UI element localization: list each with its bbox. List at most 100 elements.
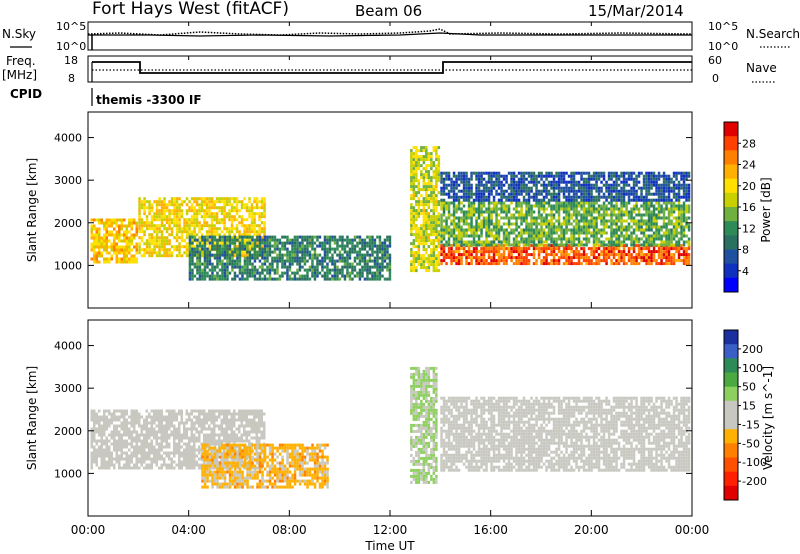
heatmap-cell [590,250,593,254]
heatmap-cell [128,218,131,222]
heatmap-cell [445,216,448,220]
heatmap-cell [230,206,234,210]
heatmap-cell [442,219,446,223]
heatmap-cell [248,235,252,239]
heatmap-cell [617,216,621,220]
heatmap-cell [497,177,501,181]
heatmap-cell [180,215,184,219]
heatmap-cell [542,216,546,220]
heatmap-cell [502,247,506,251]
heatmap-cell [206,265,209,269]
heatmap-cell [191,253,194,257]
heatmap-cell [550,237,553,241]
heatmap-cell [153,230,156,234]
heatmap-cell [351,247,354,251]
heatmap-cell [183,224,186,228]
heatmap-cell [246,268,249,272]
heatmap-cell [612,219,616,223]
heatmap-cell [328,268,332,272]
heatmap-cell [218,247,222,251]
heatmap-cell [625,204,628,208]
heatmap-cell [346,262,349,266]
heatmap-cell [410,173,413,177]
heatmap-cell [306,277,309,281]
heatmap-cell [627,250,631,254]
heatmap-cell [652,213,656,217]
heatmap-cell [630,192,633,196]
heatmap-cell [455,237,458,241]
heatmap-cell [191,277,194,281]
heatmap-cell [143,200,146,204]
heatmap-cell [427,152,431,156]
heatmap-cell [582,247,586,251]
heatmap-cell [605,253,608,257]
heatmap-cell [283,262,287,266]
heatmap-cell [617,213,621,217]
heatmap-cell [555,210,558,214]
heatmap-cell [273,235,277,239]
heatmap-cell [457,250,461,254]
heatmap-cell [363,238,367,242]
heatmap-cell [98,424,101,428]
heatmap-cell [525,240,528,244]
heatmap-cell [198,259,202,263]
heatmap-cell [442,189,446,193]
heatmap-cell [153,218,156,222]
heatmap-cell [193,245,196,249]
heatmap-cell [625,243,628,247]
heatmap-cell [198,206,201,210]
heatmap-cell [650,180,653,184]
heatmap-cell [517,240,521,244]
heatmap-cell [652,192,656,196]
heatmap-cell [351,241,354,245]
heatmap-cell [208,227,211,231]
heatmap-cell [552,228,556,232]
heatmap-cell [198,209,201,213]
heatmap-cell [422,218,426,222]
heatmap-cell [582,183,586,187]
heatmap-cell [467,180,471,184]
heatmap-cell [640,222,643,226]
heatmap-cell [373,241,377,245]
heatmap-cell [238,271,242,275]
heatmap-cell [590,201,593,205]
heatmap-cell [168,215,171,219]
heatmap-cell [203,268,207,272]
heatmap-cell [100,433,103,437]
heatmap-cell [223,221,226,225]
heatmap-cell [645,201,648,205]
heatmap-cell [682,259,686,263]
heatmap-cell [595,228,598,232]
heatmap-cell [670,210,673,214]
heatmap-cell [482,183,486,187]
heatmap-cell [587,240,591,244]
heatmap-cell [540,171,543,175]
heatmap-cell [450,256,453,260]
heatmap-cell [525,207,528,211]
heatmap-cell [655,219,658,223]
heatmap-cell [226,256,229,260]
heatmap-cell [276,253,279,257]
heatmap-cell [336,238,339,242]
heatmap-cell [600,243,603,247]
heatmap-cell [415,176,418,180]
heatmap-cell [120,248,123,252]
heatmap-cell [617,228,621,232]
heatmap-cell [432,242,436,246]
heatmap-cell [90,427,93,431]
heatmap-cell [383,250,387,254]
heatmap-region [440,244,691,266]
heatmap-cell [228,241,232,245]
heatmap-cell [610,228,613,232]
heatmap-cell [248,215,251,219]
heatmap-cell [662,247,666,251]
heatmap-cell [665,207,668,211]
heatmap-cell [140,203,144,207]
heatmap-cell [592,250,596,254]
heatmap-cell [253,250,257,254]
heatmap-cell [110,233,113,237]
heatmap-cell [203,209,206,213]
heatmap-cell [545,259,548,263]
heatmap-cell [185,245,189,249]
heatmap-cell [95,254,98,258]
